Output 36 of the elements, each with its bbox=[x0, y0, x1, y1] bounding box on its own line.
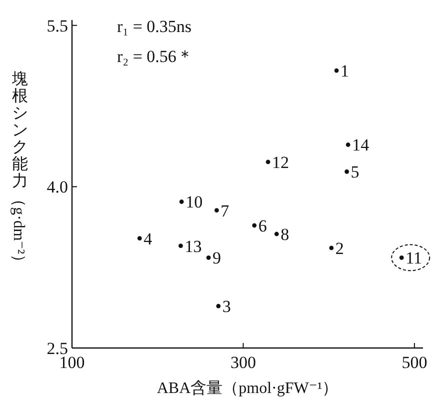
point bbox=[214, 208, 219, 213]
x-axis-title: ABA含量（pmol·gFW⁻¹） bbox=[156, 379, 338, 397]
annotation: r₂ = 0.56＊ bbox=[117, 47, 194, 66]
annotation: 12 bbox=[272, 152, 290, 172]
point bbox=[274, 232, 279, 236]
annotation: 6 bbox=[258, 216, 267, 236]
annotation: 14 bbox=[352, 136, 370, 155]
annotation: r₁ = 0.35ns bbox=[117, 17, 192, 36]
y-axis-title: 塊根シンク能力（g·dm⁻²） bbox=[10, 71, 28, 270]
point bbox=[137, 236, 142, 241]
annotation: 4 bbox=[144, 229, 153, 248]
annotation: 2 bbox=[335, 238, 344, 258]
annotation: 7 bbox=[220, 201, 230, 220]
annotation: 11 bbox=[406, 248, 422, 268]
point bbox=[179, 200, 184, 204]
point bbox=[334, 68, 339, 73]
annotation: 9 bbox=[212, 248, 222, 268]
point bbox=[252, 223, 257, 228]
y-tick-label: 5.5 bbox=[46, 16, 68, 36]
x-tick-label: 300 bbox=[230, 353, 256, 372]
point bbox=[344, 169, 350, 174]
annotation: 1 bbox=[340, 61, 350, 80]
point bbox=[266, 160, 270, 164]
annotation: 8 bbox=[280, 224, 290, 244]
annotation: 5 bbox=[350, 162, 360, 182]
point bbox=[216, 304, 221, 308]
y-tick-label: 4.0 bbox=[46, 178, 68, 197]
annotation: 13 bbox=[184, 236, 202, 256]
annotation: 10 bbox=[186, 192, 203, 212]
point bbox=[346, 142, 350, 147]
point bbox=[178, 244, 183, 248]
point bbox=[329, 246, 334, 250]
point bbox=[399, 255, 404, 260]
x-tick-label: 500 bbox=[402, 353, 428, 372]
point bbox=[206, 255, 211, 260]
annotation: 3 bbox=[222, 297, 231, 316]
